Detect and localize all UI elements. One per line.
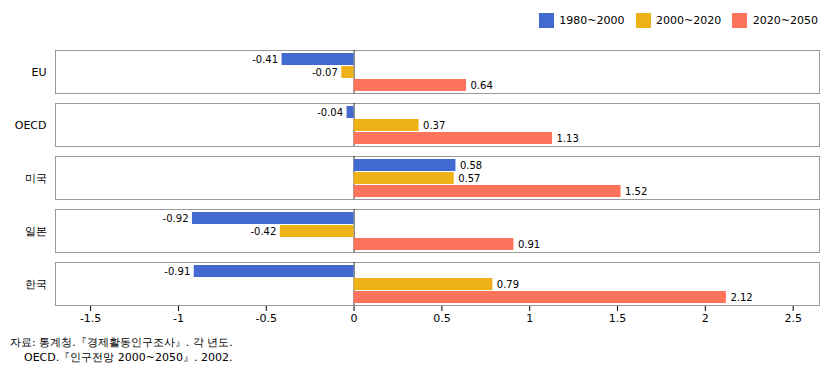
svg-text:-0.5: -0.5 bbox=[256, 312, 277, 325]
svg-text:-1.5: -1.5 bbox=[80, 312, 101, 325]
svg-text:1.13: 1.13 bbox=[557, 132, 579, 143]
html-text:자료: 통계청.『경제활동인구조사』. 각 년도.: 자료: 통계청.『경제활동인구조사』. 각 년도. bbox=[10, 335, 233, 349]
html-text:2020~2050: 2020~2050 bbox=[752, 14, 818, 27]
svg-text:0.79: 0.79 bbox=[497, 278, 519, 289]
svg-text:EU: EU bbox=[31, 65, 46, 78]
svg-text:-0.07: -0.07 bbox=[312, 66, 338, 77]
svg-text:0.5: 0.5 bbox=[433, 312, 451, 325]
svg-text:1.5: 1.5 bbox=[609, 312, 627, 325]
svg-text:한국: 한국 bbox=[25, 277, 47, 290]
svg-text:0.58: 0.58 bbox=[460, 159, 482, 170]
svg-text:-1: -1 bbox=[173, 312, 184, 325]
svg-text:0.91: 0.91 bbox=[518, 238, 540, 249]
svg-text:1: 1 bbox=[526, 312, 533, 325]
svg-text:-0.42: -0.42 bbox=[250, 225, 276, 236]
svg-text:-0.92: -0.92 bbox=[163, 212, 189, 223]
svg-text:-0.91: -0.91 bbox=[164, 265, 190, 276]
svg-text:미국: 미국 bbox=[25, 171, 47, 184]
html-text:1980~2000: 1980~2000 bbox=[559, 14, 625, 27]
svg-text:2: 2 bbox=[702, 312, 709, 325]
svg-text:OECD: OECD bbox=[15, 118, 47, 131]
svg-text:0: 0 bbox=[351, 312, 358, 325]
svg-text:0.57: 0.57 bbox=[458, 172, 480, 183]
svg-text:-0.04: -0.04 bbox=[317, 106, 343, 117]
svg-text:2.5: 2.5 bbox=[784, 312, 802, 325]
svg-text:1.52: 1.52 bbox=[625, 185, 647, 196]
svg-text:일본: 일본 bbox=[25, 224, 47, 237]
svg-text:-0.41: -0.41 bbox=[252, 53, 278, 64]
svg-text:2.12: 2.12 bbox=[730, 291, 752, 302]
svg-text:0.64: 0.64 bbox=[470, 79, 492, 90]
svg-text:0.37: 0.37 bbox=[423, 119, 445, 130]
html-text:2000~2020: 2000~2020 bbox=[656, 14, 722, 27]
html-text:OECD.『인구전망 2000~2050』. 2002.: OECD.『인구전망 2000~2050』. 2002. bbox=[10, 350, 233, 364]
